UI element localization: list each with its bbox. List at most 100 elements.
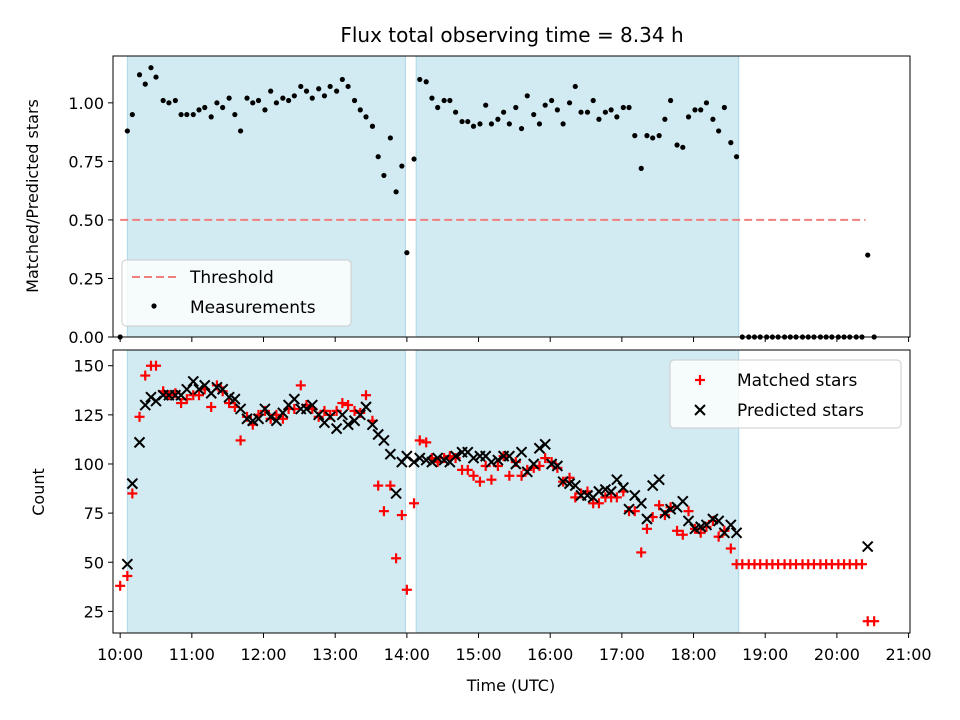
bottom-predicted-point — [342, 418, 354, 431]
top-measurement-point — [584, 109, 591, 115]
legend-matched-label: Matched stars — [737, 371, 857, 391]
bottom-predicted-point — [510, 458, 522, 470]
bottom-predicted-point — [390, 487, 402, 500]
legend-measurements-swatch — [151, 303, 157, 309]
top-measurement-point — [178, 111, 184, 118]
chart-title: Flux total observing time = 8.34 h — [340, 23, 683, 47]
top-measurement-point — [327, 83, 333, 90]
top-measurement-point — [554, 107, 560, 113]
top-panel: 0.00 0.25 0.50 0.75 1.00 — [68, 55, 911, 347]
bottom-x-tick-label: 13:00 — [312, 645, 358, 664]
bottom-predicted-point — [557, 475, 569, 488]
bottom-predicted-point — [300, 403, 313, 415]
bottom-predicted-point — [264, 411, 277, 423]
top-measurement-point — [153, 74, 159, 80]
bottom-matched-point — [378, 506, 389, 517]
top-measurement-point — [184, 111, 190, 118]
top-measurement-point — [262, 107, 268, 113]
bottom-matched-point — [391, 553, 402, 564]
bottom-predicted-point — [324, 411, 336, 423]
bottom-predicted-point — [485, 456, 498, 468]
top-measurement-point — [626, 104, 632, 111]
bottom-matched-point — [176, 398, 187, 409]
top-measurement-point — [865, 252, 871, 258]
top-measurement-point — [452, 109, 459, 115]
bottom-matched-point — [468, 470, 479, 481]
bottom-predicted-point — [354, 409, 366, 421]
top-measurement-point — [578, 109, 584, 115]
bottom-matched-point — [725, 543, 736, 554]
bottom-predicted-point — [277, 407, 289, 419]
bottom-matched-point — [295, 380, 306, 391]
bottom-matched-point — [331, 405, 342, 416]
top-measurement-point — [483, 102, 489, 108]
bottom-matched-point — [593, 498, 604, 509]
top-measurement-point — [703, 100, 710, 106]
top-shaded-interval — [415, 55, 740, 338]
top-measurement-point — [441, 97, 447, 104]
bottom-matched-point — [235, 435, 246, 446]
top-measurement-point — [656, 133, 662, 139]
bottom-matched-point — [480, 460, 491, 471]
bottom-x-tick-label: 10:00 — [97, 645, 143, 664]
top-measurement-point — [357, 107, 363, 113]
bottom-matched-point — [672, 525, 683, 536]
bottom-matched-point — [134, 411, 145, 422]
top-measurement-point — [273, 100, 280, 106]
bottom-matched-point — [319, 405, 330, 416]
bottom-predicted-point — [551, 460, 564, 472]
bottom-predicted-point — [533, 442, 546, 454]
top-measurement-point — [698, 107, 704, 113]
top-measurement-point — [560, 121, 566, 127]
bottom-predicted-point — [492, 454, 504, 466]
top-measurement-point — [459, 118, 465, 125]
top-measurement-point — [506, 121, 512, 127]
top-measurement-point — [501, 109, 507, 115]
bottom-predicted-point — [528, 458, 540, 470]
top-measurement-point — [513, 104, 519, 111]
top-measurement-point — [536, 121, 543, 127]
top-measurement-point — [590, 97, 596, 104]
bottom-matched-point — [181, 394, 192, 405]
bottom-panel: 25 50 75 100 125 150 10:00 11:00 12:00 13:00 14:00… — [73, 349, 932, 664]
top-measurement-point — [316, 86, 322, 92]
x-axis-label: Time (UTC) — [466, 676, 555, 695]
top-measurement-point — [363, 114, 369, 120]
top-measurement-point — [411, 156, 417, 162]
bottom-predicted-point — [449, 450, 462, 462]
bottom-predicted-point — [653, 474, 665, 486]
top-measurement-point — [632, 133, 638, 139]
top-measurement-point — [477, 121, 483, 127]
top-measurement-point — [250, 100, 256, 106]
top-measurement-point — [542, 102, 548, 108]
top-legend: Threshold Measurements — [121, 259, 352, 327]
bottom-x-tick-label: 17:00 — [599, 645, 645, 664]
bottom-predicted-point — [312, 409, 325, 421]
bottom-matched-point — [611, 492, 622, 503]
bottom-predicted-point — [133, 436, 146, 449]
bottom-y-tick-label: 125 — [73, 406, 104, 425]
top-measurement-point — [148, 65, 154, 71]
top-measurement-point — [733, 154, 740, 160]
bottom-predicted-point — [139, 399, 151, 411]
top-measurement-point — [423, 79, 429, 85]
bottom-predicted-point — [515, 446, 528, 458]
top-measurement-point — [549, 97, 555, 104]
bottom-predicted-point — [259, 403, 271, 415]
top-measurement-point — [226, 95, 232, 101]
top-measurement-point — [465, 118, 471, 125]
bottom-matched-point — [869, 616, 880, 627]
bottom-predicted-point — [664, 503, 677, 515]
bottom-matched-point — [194, 390, 205, 401]
legend-threshold-label: Threshold — [189, 268, 274, 288]
top-y-axis-label: Matched/Predicted stars — [23, 99, 42, 293]
bottom-matched-point — [385, 480, 396, 491]
top-measurement-point — [172, 97, 178, 104]
top-measurement-point — [488, 121, 495, 127]
top-measurement-point — [309, 95, 315, 101]
top-measurement-point — [190, 111, 196, 118]
top-measurement-point — [716, 128, 722, 134]
bottom-predicted-point — [635, 497, 647, 509]
top-axes-frame — [112, 55, 911, 338]
top-measurement-point — [321, 93, 328, 99]
